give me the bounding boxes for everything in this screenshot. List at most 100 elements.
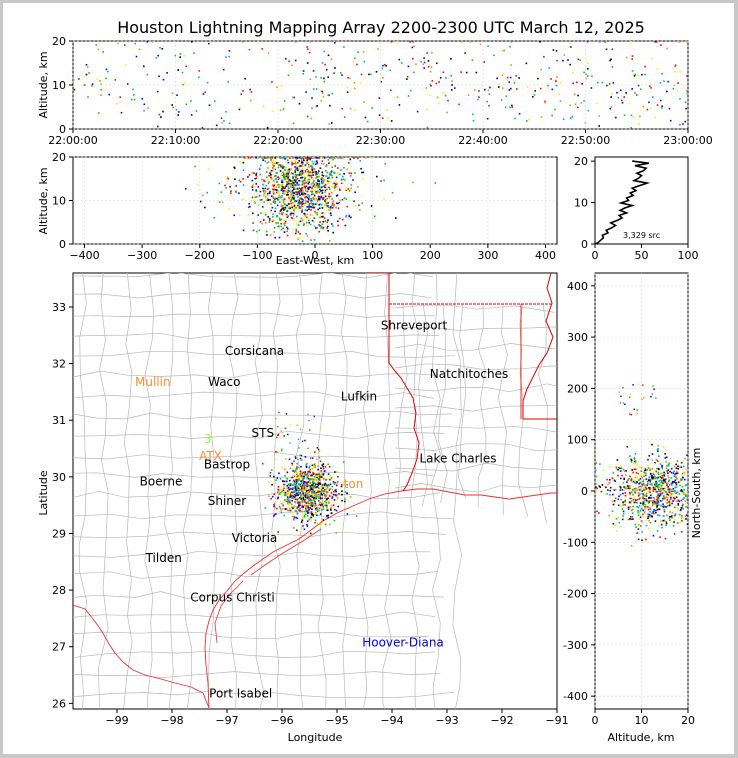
map-point [316, 475, 319, 477]
map-point [313, 482, 316, 484]
ew-point [290, 160, 293, 163]
ns-point [670, 498, 672, 500]
ns-point [657, 502, 660, 504]
ew-point [256, 230, 258, 233]
ta-point [539, 41, 541, 43]
ew-point [280, 176, 283, 179]
ns-point [630, 497, 633, 500]
ew-point [282, 167, 284, 169]
ew-point [312, 171, 314, 173]
ns-point [666, 502, 668, 504]
ns-point [659, 481, 661, 484]
ta-point [124, 64, 127, 66]
ns-point [637, 383, 640, 385]
ns-point [668, 462, 671, 465]
ns-point [649, 508, 652, 510]
ew-point [302, 193, 304, 196]
ns-point [679, 484, 681, 487]
ew-point [282, 173, 285, 175]
ew-point [311, 206, 314, 209]
ew-point [328, 195, 330, 198]
map-point [329, 483, 332, 486]
ns-point [614, 501, 616, 504]
ns-point [662, 506, 665, 508]
ew-point [297, 188, 299, 190]
ta-point [642, 105, 644, 108]
ew-point [338, 186, 341, 189]
ew-point [274, 198, 276, 200]
ew-point [309, 157, 312, 159]
ns-point [664, 537, 667, 540]
ew-point [318, 207, 321, 210]
ew-point [318, 230, 321, 233]
ew-point [299, 233, 301, 235]
ta-point [250, 91, 253, 93]
ew-point [307, 174, 309, 177]
ta-point [572, 82, 574, 85]
map-point [294, 470, 297, 472]
ew-point [305, 233, 307, 235]
map-point [270, 497, 272, 500]
map-point [301, 481, 304, 483]
ns-point [614, 497, 617, 499]
ns-point [639, 514, 641, 516]
ew-point [254, 196, 256, 199]
ew-point [280, 229, 283, 231]
map-point [307, 481, 310, 483]
ns-point [637, 476, 639, 478]
ew-point [298, 192, 300, 194]
map-point [284, 468, 286, 471]
ew-point [316, 162, 319, 164]
ew-point [285, 185, 287, 188]
x-tick-label: −91 [545, 714, 568, 727]
map-point [335, 488, 338, 491]
map-point [289, 496, 291, 498]
ns-point [653, 500, 656, 503]
ew-point [331, 192, 333, 194]
ns-point [661, 464, 663, 467]
map-point [295, 489, 298, 491]
hist-annotation: 3,329 src [623, 231, 660, 240]
ew-point [294, 167, 297, 170]
ns-point [661, 500, 663, 502]
ns-point [663, 497, 666, 500]
ta-point [222, 68, 225, 71]
ns-point [665, 496, 668, 498]
ns-point [608, 481, 611, 484]
station-label: Shreveport [381, 319, 448, 333]
ew-point [331, 175, 333, 177]
ew-point [282, 223, 285, 225]
county-line [144, 273, 154, 709]
ew-point [319, 215, 321, 218]
ew-point [220, 191, 223, 193]
x-tick-label: 23:00:00 [663, 134, 712, 147]
ta-point [489, 86, 491, 89]
ns-point [682, 508, 684, 510]
ew-point [310, 193, 313, 196]
ns-point [683, 489, 685, 491]
ew-point [307, 206, 310, 209]
ew-point [412, 181, 414, 184]
ew-point [301, 169, 304, 172]
ew-point [342, 157, 344, 159]
ew-point [303, 157, 306, 159]
ns-point [677, 481, 680, 483]
ew-point [383, 179, 385, 182]
ns-point [622, 387, 624, 389]
ew-point [321, 171, 324, 174]
ns-point [621, 474, 623, 477]
county-line [208, 273, 218, 709]
map-point [317, 483, 319, 486]
ta-point [250, 99, 252, 102]
ns-point [662, 515, 665, 517]
ew-point [306, 235, 309, 237]
ew-point [286, 201, 289, 204]
ew-point [282, 196, 285, 199]
map-point [313, 481, 316, 484]
ew-point [299, 202, 301, 204]
ew-point [259, 173, 261, 176]
ew-point [261, 222, 263, 225]
ew-point [293, 200, 295, 202]
ns-point [646, 488, 649, 491]
ns-point [649, 507, 651, 509]
